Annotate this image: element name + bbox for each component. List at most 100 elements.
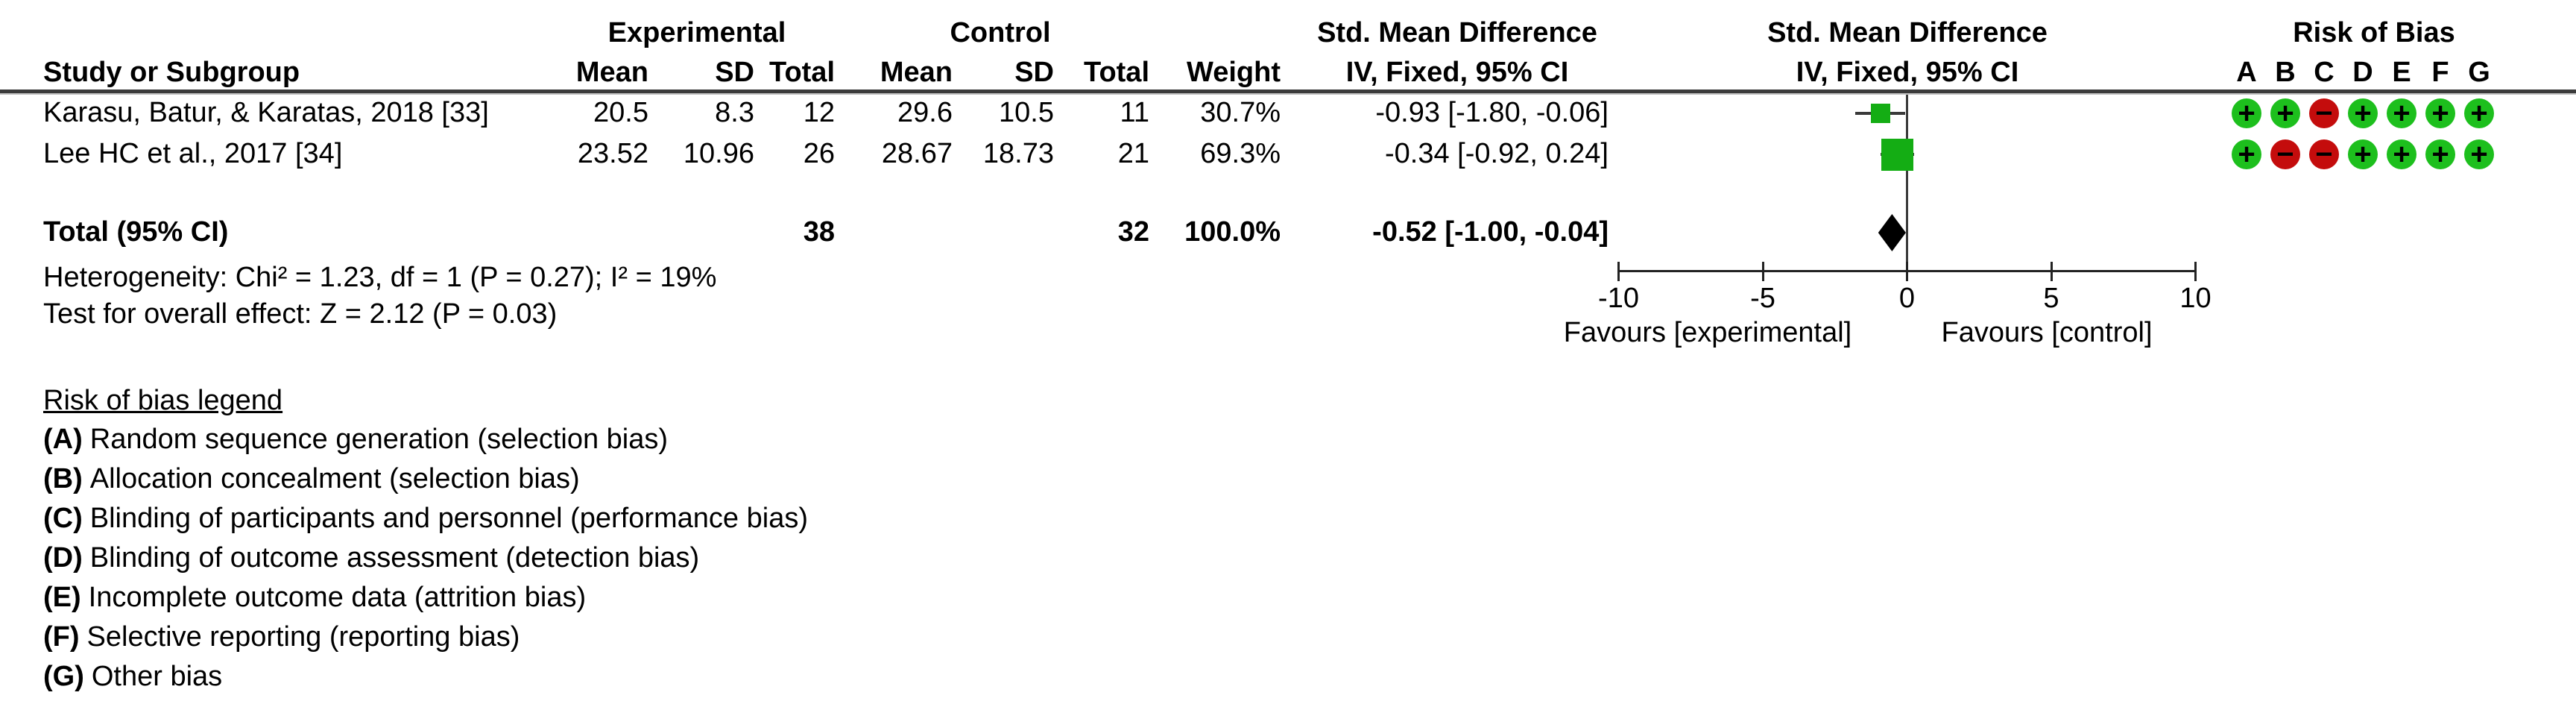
rob-legend-letter: (F) [43, 621, 80, 653]
effect-square-marker [1870, 104, 1890, 123]
axis-tick-label: 5 [2043, 283, 2059, 314]
rob-legend-letter: (D) [43, 542, 83, 574]
rob-legend-item-d: (D) Blinding of outcome assessment (detec… [43, 544, 699, 572]
exp-sd-cell: 8.3 [715, 97, 754, 128]
rob-letter-e: E [2392, 57, 2411, 88]
axis-tick [2050, 262, 2053, 281]
exp-group-header: Experimental [607, 17, 786, 48]
ctl-total-cell: 11 [1120, 97, 1149, 128]
effect-square-marker [1881, 138, 1913, 171]
rob-circle-b-row1: + [2270, 98, 2300, 128]
pooled-diamond-marker [1878, 214, 1906, 251]
rob-legend-item-a: (A) Random sequence generation (selection… [43, 425, 668, 453]
exp-sd-col-header: SD [715, 57, 754, 88]
rob-legend-letter: (G) [43, 661, 84, 692]
exp-mean-col-header: Mean [575, 57, 648, 88]
exp-total-col-header: Total [769, 57, 835, 88]
total-exp-total: 38 [803, 216, 835, 248]
rob-legend-title: Risk of bias legend [43, 385, 283, 416]
rob-legend-text: Blinding of outcome assessment (detectio… [89, 542, 700, 574]
ctl-sd-cell: 18.73 [982, 138, 1054, 169]
axis-tick-label: 10 [2179, 283, 2212, 314]
rob-legend-item-b: (B) Allocation concealment (selection bia… [43, 465, 580, 493]
rob-legend-letter: (C) [43, 503, 83, 534]
rob-letter-c: C [2314, 57, 2334, 88]
axis-tick [1906, 262, 1908, 281]
smd-plot-group-header: Std. Mean Difference [1767, 17, 2048, 48]
study-name: Lee HC et al., 2017 [34] [43, 138, 343, 169]
axis-tick-label: -10 [1598, 283, 1639, 314]
header-separator-line [0, 89, 2576, 93]
study-name: Karasu, Batur, & Karatas, 2018 [33] [43, 97, 489, 128]
ctl-total-col-header: Total [1084, 57, 1149, 88]
axis-tick-label: -5 [1750, 283, 1775, 314]
rob-legend-letter: (A) [43, 424, 83, 455]
rob-legend-item-g: (G) Other bias [43, 662, 222, 691]
rob-letter-g: G [2468, 57, 2490, 88]
rob-legend-text: Allocation concealment (selection bias) [89, 463, 580, 494]
rob-letter-f: F [2431, 57, 2449, 88]
ctl-mean-col-header: Mean [880, 57, 953, 88]
rob-circle-e-row1: + [2387, 98, 2416, 128]
ctl-mean-cell: 28.67 [881, 138, 953, 169]
rob-legend-text: Random sequence generation (selection bi… [89, 424, 669, 455]
rob-legend-text: Incomplete outcome data (attrition bias) [88, 582, 587, 613]
favours-right-label: Favours [control] [1941, 317, 2153, 348]
rob-circle-g-row1: + [2464, 98, 2494, 128]
rob-legend-text: Selective reporting (reporting bias) [86, 621, 520, 653]
rob-legend-item-e: (E) Incomplete outcome data (attrition bi… [43, 583, 586, 612]
overall-effect-test: Test for overall effect: Z = 2.12 (P = 0… [43, 298, 558, 330]
rob-letter-a: A [2236, 57, 2257, 88]
ctl-total-cell: 21 [1117, 138, 1149, 169]
total-smd-ci: -0.52 [-1.00, -0.04] [1372, 216, 1609, 248]
exp-total-cell: 12 [803, 97, 835, 128]
risk-of-bias-header: Risk of Bias [2293, 17, 2455, 48]
weight-cell: 69.3% [1200, 138, 1281, 169]
total-ctl-total: 32 [1117, 216, 1149, 248]
rob-legend-text: Other bias [91, 661, 223, 692]
rob-circle-f-row2: + [2425, 139, 2455, 169]
smd-ci-cell: -0.34 [-0.92, 0.24] [1385, 138, 1609, 169]
rob-circle-e-row2: + [2387, 139, 2416, 169]
study-col-header: Study or Subgroup [43, 57, 300, 88]
rob-circle-f-row1: + [2425, 98, 2455, 128]
rob-circle-a-row1: + [2232, 98, 2261, 128]
rob-legend-item-f: (F) Selective reporting (reporting bias) [43, 623, 520, 651]
header-separator-highlight [0, 93, 2576, 95]
axis-tick [2194, 262, 2197, 281]
smd-text-group-header: Std. Mean Difference [1317, 17, 1597, 48]
rob-circle-c-row2: − [2309, 139, 2339, 169]
control-group-header: Control [950, 17, 1051, 48]
rob-letter-d: D [2352, 57, 2373, 88]
rob-letter-b: B [2275, 57, 2296, 88]
rob-circle-a-row2: + [2232, 139, 2261, 169]
rob-legend-item-c: (C) Blinding of participants and personne… [43, 504, 808, 532]
ctl-mean-cell: 29.6 [897, 97, 953, 128]
rob-legend-text: Blinding of participants and personnel (… [89, 503, 808, 534]
axis-tick [1617, 262, 1620, 281]
total-row-label: Total (95% CI) [43, 216, 229, 248]
exp-sd-cell: 10.96 [683, 138, 754, 169]
total-weight: 100.0% [1184, 216, 1281, 248]
ci-text-col-header: IV, Fixed, 95% CI [1345, 57, 1569, 88]
rob-legend-letter: (E) [43, 582, 81, 613]
heterogeneity-stats: Heterogeneity: Chi² = 1.23, df = 1 (P = … [43, 262, 717, 293]
rob-circle-b-row2: − [2270, 139, 2300, 169]
favours-left-label: Favours [experimental] [1563, 317, 1852, 348]
axis-tick [1761, 262, 1764, 281]
rob-circle-c-row1: − [2309, 98, 2339, 128]
ci-plot-col-header: IV, Fixed, 95% CI [1796, 57, 2019, 88]
ctl-sd-cell: 10.5 [999, 97, 1054, 128]
rob-circle-g-row2: + [2464, 139, 2494, 169]
rob-legend-letter: (B) [43, 463, 83, 494]
exp-mean-cell: 20.5 [593, 97, 648, 128]
exp-total-cell: 26 [803, 138, 835, 169]
weight-cell: 30.7% [1200, 97, 1281, 128]
axis-tick-label: 0 [1898, 283, 1916, 314]
rob-circle-d-row2: + [2348, 139, 2378, 169]
weight-col-header: Weight [1187, 57, 1281, 88]
ctl-sd-col-header: SD [1014, 57, 1054, 88]
zero-reference-line [1906, 95, 1908, 272]
smd-ci-cell: -0.93 [-1.80, -0.06] [1375, 97, 1609, 128]
